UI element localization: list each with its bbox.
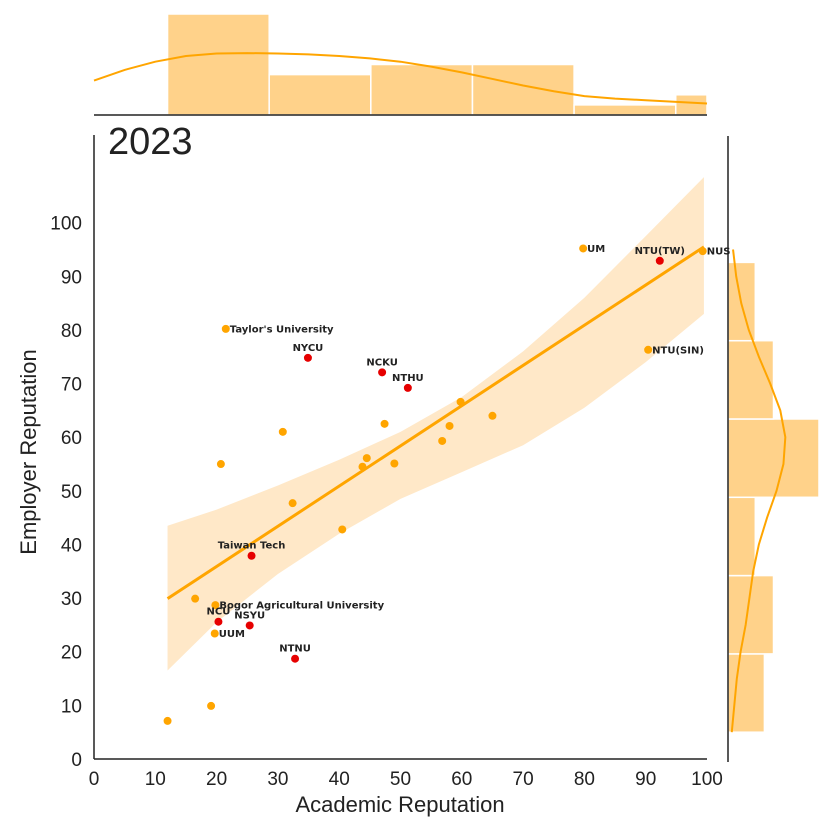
data-point — [191, 594, 200, 603]
y-tick-label: 50 — [61, 482, 82, 503]
x-tick-label: 50 — [390, 769, 411, 790]
point-label: UUM — [219, 629, 245, 640]
point-label: NTHU — [392, 373, 424, 384]
point-label: NCKU — [366, 357, 397, 368]
top-histogram-bar — [674, 94, 708, 116]
x-tick-label: 0 — [89, 769, 100, 790]
x-tick-label: 80 — [574, 769, 595, 790]
regression-line — [166, 245, 705, 600]
highlighted-point — [214, 617, 223, 626]
data-point — [362, 454, 371, 463]
x-tick-label: 10 — [145, 769, 166, 790]
point-label: NTU(TW) — [635, 246, 685, 257]
x-tick-label: 40 — [329, 769, 350, 790]
data-point — [278, 427, 287, 436]
highlighted-point — [403, 383, 412, 392]
y-tick-label: 100 — [50, 214, 82, 235]
y-tick-label: 40 — [61, 535, 82, 556]
top-histogram — [93, 13, 708, 116]
top-histogram-bar — [166, 13, 270, 116]
point-label: NTNU — [279, 644, 311, 655]
right-histogram — [727, 136, 819, 762]
point-label: Taylor's University — [230, 324, 334, 335]
y-tick-label: 80 — [61, 321, 82, 342]
point-labels-layer: UM NTU(TW) NUS Taylor's University NYCU NCKU N… — [207, 244, 731, 655]
right-histogram-bar — [727, 339, 775, 420]
highlighted-point — [303, 353, 312, 362]
highlighted-point — [291, 654, 300, 663]
top-histogram-bar — [268, 73, 372, 116]
highlighted-point — [378, 368, 387, 377]
x-tick-label: 60 — [451, 769, 472, 790]
right-kde-curve — [730, 249, 787, 733]
x-tick-label: 20 — [206, 769, 227, 790]
y-tick-label: 70 — [61, 375, 82, 396]
data-point — [163, 716, 172, 725]
data-point — [445, 421, 454, 430]
data-point — [216, 460, 225, 469]
top-histogram-bar — [471, 63, 575, 116]
point-label: NSYU — [234, 610, 265, 621]
regression-layer — [166, 245, 705, 600]
point-label: Taiwan Tech — [218, 541, 286, 552]
right-histogram-bar — [727, 496, 757, 577]
highlighted-point — [247, 551, 256, 560]
data-point — [488, 411, 497, 420]
data-point — [221, 324, 230, 333]
highlighted-point — [655, 256, 664, 265]
data-point — [207, 701, 216, 710]
data-point — [390, 459, 399, 468]
highlighted-point — [245, 621, 254, 630]
top-histogram-bar — [370, 63, 474, 116]
y-tick-label: 20 — [61, 643, 82, 664]
data-point — [338, 525, 347, 534]
data-point — [456, 397, 465, 406]
y-tick-label: 60 — [61, 428, 82, 449]
points-layer — [163, 244, 707, 725]
y-tick-label: 10 — [61, 696, 82, 717]
point-label: NUS — [707, 247, 731, 258]
point-label: NTU(SIN) — [652, 345, 704, 356]
y-axis-label: Employer Reputation — [16, 349, 41, 554]
right-histogram-bar — [727, 418, 819, 499]
point-label: NCU — [207, 607, 231, 618]
data-point — [288, 499, 297, 508]
x-tick-label: 100 — [691, 769, 723, 790]
point-label: NYCU — [293, 343, 324, 354]
point-label: Bogor Agricultural University — [219, 601, 384, 612]
top-histogram-bar — [573, 104, 677, 116]
x-axis-label: Academic Reputation — [295, 792, 504, 817]
data-point — [698, 247, 707, 256]
data-point — [358, 462, 367, 471]
x-tick-label: 90 — [635, 769, 656, 790]
chart-title: 2023 — [108, 121, 193, 163]
y-tick-label: 90 — [61, 267, 82, 288]
y-tick-label: 0 — [71, 750, 82, 771]
data-point — [438, 436, 447, 445]
point-label: UM — [587, 244, 605, 255]
y-tick-label: 30 — [61, 589, 82, 610]
top-kde-curve — [93, 52, 708, 105]
x-tick-label: 70 — [513, 769, 534, 790]
x-tick-label: 30 — [267, 769, 288, 790]
data-point — [644, 345, 653, 354]
data-point — [579, 244, 588, 253]
data-point — [211, 601, 220, 610]
data-point — [380, 419, 389, 428]
axes-layer: 2023 Academic Reputation Employer Reputa… — [16, 121, 723, 817]
data-point — [210, 629, 219, 638]
